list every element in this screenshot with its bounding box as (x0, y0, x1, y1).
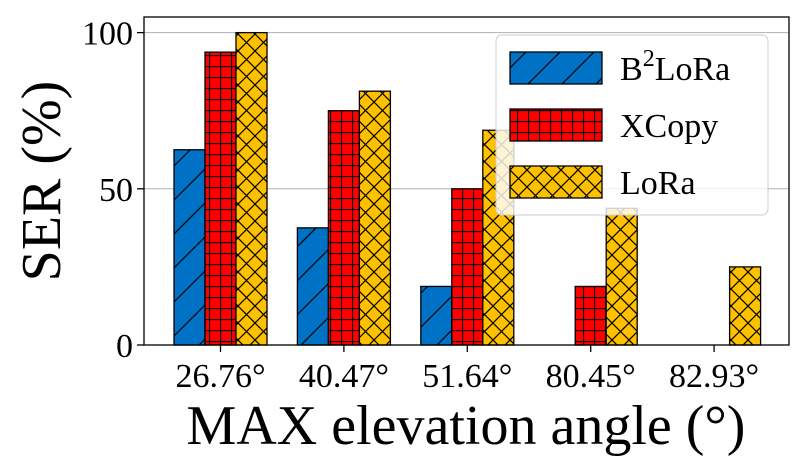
bar-lora-1-outline (358, 90, 392, 346)
legend-label-superscript: 2 (643, 46, 655, 72)
x-tick-label: 80.45° (546, 358, 636, 395)
y-tick-label: 100 (82, 16, 133, 53)
legend-label-base: B (620, 51, 643, 88)
bar-b2lora-0-outline (173, 149, 206, 346)
y-axis-title: SER (%) (11, 81, 73, 282)
x-axis-title: MAX elevation angle (°) (187, 395, 746, 457)
legend-swatch-b2lora-outline (509, 51, 603, 85)
bar-lora-3-outline (605, 207, 638, 346)
y-tick-label: 50 (99, 172, 133, 209)
legend-swatch-xcopy-outline (509, 108, 603, 142)
bar-xcopy-2-outline (451, 188, 484, 346)
legend-swatch-lora-outline (509, 165, 603, 199)
x-tick-label: 26.76° (175, 358, 265, 395)
x-tick-label: 82.93° (669, 358, 759, 395)
x-tick-label: 40.47° (299, 358, 389, 395)
bar-lora-0-outline (235, 31, 268, 346)
plot-frame (143, 16, 790, 346)
legend-label-lora: LoRa (620, 165, 696, 202)
y-tick-label: 0 (116, 328, 133, 365)
legend-label-xcopy: XCopy (620, 108, 718, 145)
bar-xcopy-0-outline (204, 51, 237, 346)
bar-b2lora-1-outline (296, 227, 330, 346)
bar-xcopy-1-outline (327, 110, 361, 346)
x-tick-label: 51.64° (422, 358, 512, 395)
legend-label-rest: LoRa (655, 51, 731, 88)
bar-b2lora-2-outline (420, 285, 453, 346)
bar-xcopy-3-outline (574, 285, 607, 346)
bar-lora-4-outline (728, 266, 762, 346)
legend-label-b2lora: B2LoRa (620, 46, 730, 88)
